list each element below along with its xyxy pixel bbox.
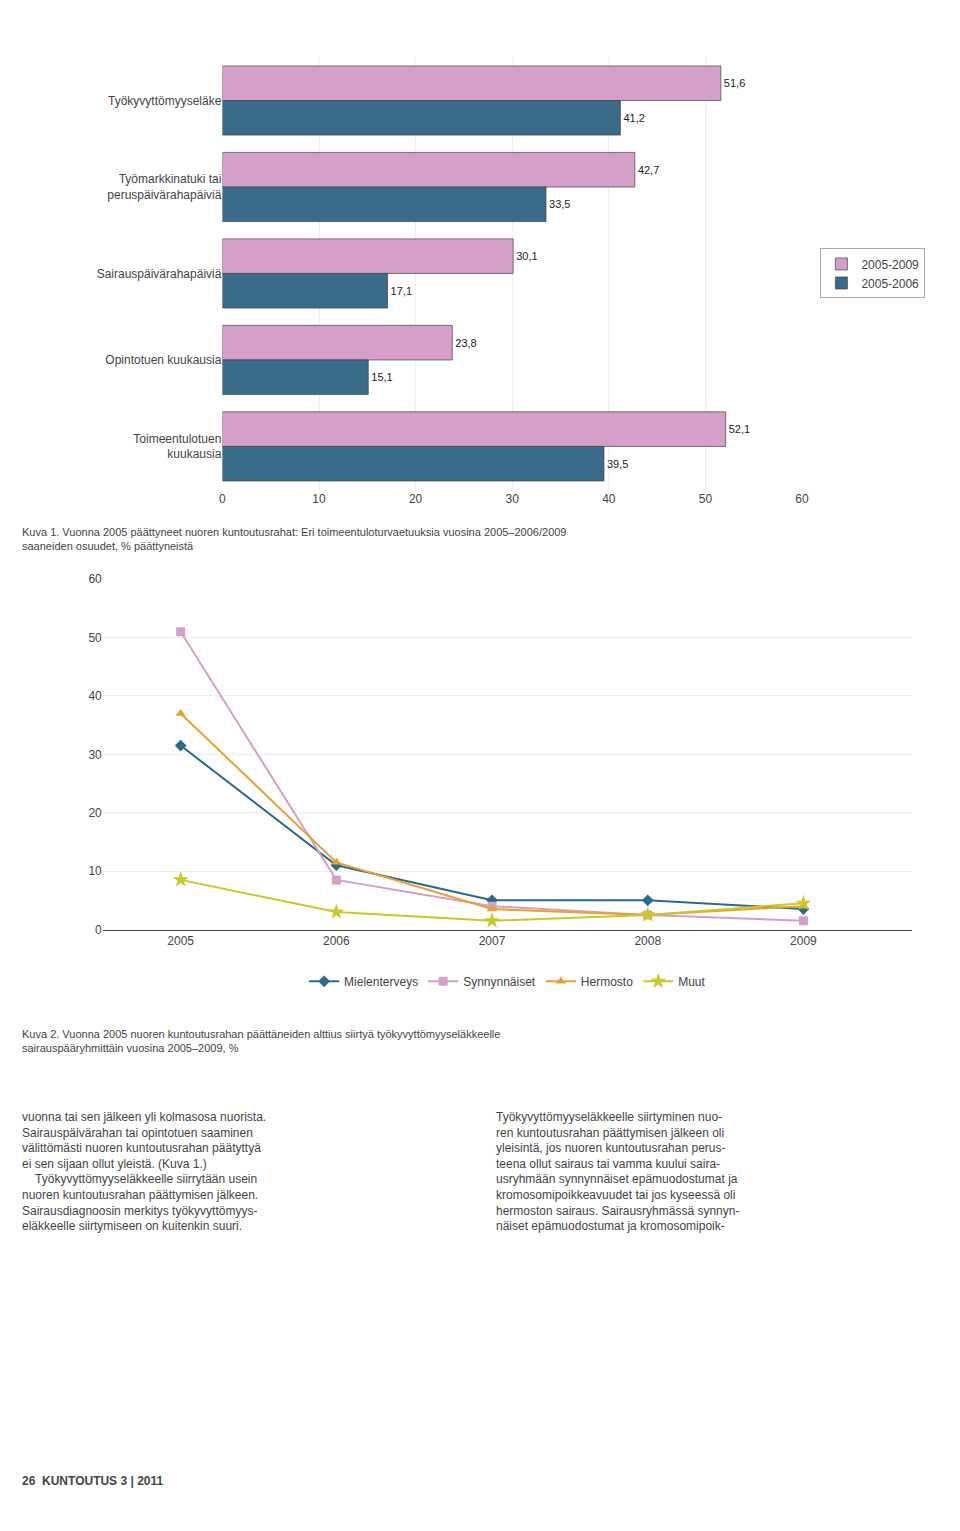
svg-text:Kuva 1. Vuonna 2005 päättyneet: Kuva 1. Vuonna 2005 päättyneet nuoren ku… (22, 526, 567, 552)
svg-text:23,8: 23,8 (455, 337, 476, 349)
svg-text:30: 30 (88, 748, 102, 762)
svg-text:50: 50 (699, 492, 713, 506)
svg-text:26 KUNTOUTUS 3 | 2011: 26 KUNTOUTUS 3 | 2011 (22, 1474, 164, 1488)
svg-text:Hermosto: Hermosto (581, 975, 633, 989)
svg-text:2005-2009: 2005-2009 (861, 258, 919, 272)
svg-text:10: 10 (88, 864, 102, 878)
svg-text:vuonna tai sen jälkeen yli kol: vuonna tai sen jälkeen yli kolmasosa nuo… (22, 1110, 266, 1233)
svg-text:20: 20 (88, 806, 102, 820)
svg-text:Muut: Muut (678, 975, 705, 989)
svg-text:2007: 2007 (479, 934, 506, 948)
svg-text:Synnynnäiset: Synnynnäiset (463, 975, 536, 989)
svg-text:0: 0 (219, 492, 226, 506)
svg-text:39,5: 39,5 (607, 458, 628, 470)
svg-text:42,7: 42,7 (638, 164, 659, 176)
svg-text:Mielenterveys: Mielenterveys (344, 975, 418, 989)
svg-text:40: 40 (88, 689, 102, 703)
svg-text:Työkyvyttömyyseläke: Työkyvyttömyyseläke (108, 94, 222, 108)
svg-text:Toimeentulotuenkuukausia: Toimeentulotuenkuukausia (133, 432, 221, 462)
svg-text:33,5: 33,5 (549, 198, 570, 210)
svg-text:Työkyvyttömyyseläkkeelle siirt: Työkyvyttömyyseläkkeelle siirtyminen nuo… (496, 1110, 739, 1233)
svg-text:2005-2006: 2005-2006 (861, 277, 919, 291)
svg-text:Sairauspäivärahapäiviä: Sairauspäivärahapäiviä (97, 267, 222, 281)
svg-text:0: 0 (95, 923, 102, 937)
svg-text:2008: 2008 (634, 934, 661, 948)
svg-text:30,1: 30,1 (516, 250, 537, 262)
svg-text:2009: 2009 (790, 934, 817, 948)
svg-text:50: 50 (88, 631, 102, 645)
svg-text:51,6: 51,6 (724, 77, 745, 89)
svg-text:30: 30 (506, 492, 520, 506)
svg-text:60: 60 (88, 572, 102, 586)
svg-text:60: 60 (795, 492, 809, 506)
svg-text:10: 10 (312, 492, 326, 506)
svg-text:2005: 2005 (167, 934, 194, 948)
svg-text:Kuva 2. Vuonna 2005 nuoren kun: Kuva 2. Vuonna 2005 nuoren kuntoutusraha… (22, 1028, 500, 1054)
svg-text:15,1: 15,1 (371, 371, 392, 383)
svg-text:40: 40 (602, 492, 616, 506)
svg-text:2006: 2006 (323, 934, 350, 948)
svg-text:20: 20 (409, 492, 423, 506)
svg-text:Opintotuen kuukausia: Opintotuen kuukausia (105, 353, 221, 367)
svg-text:52,1: 52,1 (729, 423, 750, 435)
svg-text:Työmarkkinatuki taiperuspäivär: Työmarkkinatuki taiperuspäivärahapäiviä (107, 172, 221, 202)
svg-text:41,2: 41,2 (623, 112, 644, 124)
svg-text:17,1: 17,1 (391, 285, 412, 297)
